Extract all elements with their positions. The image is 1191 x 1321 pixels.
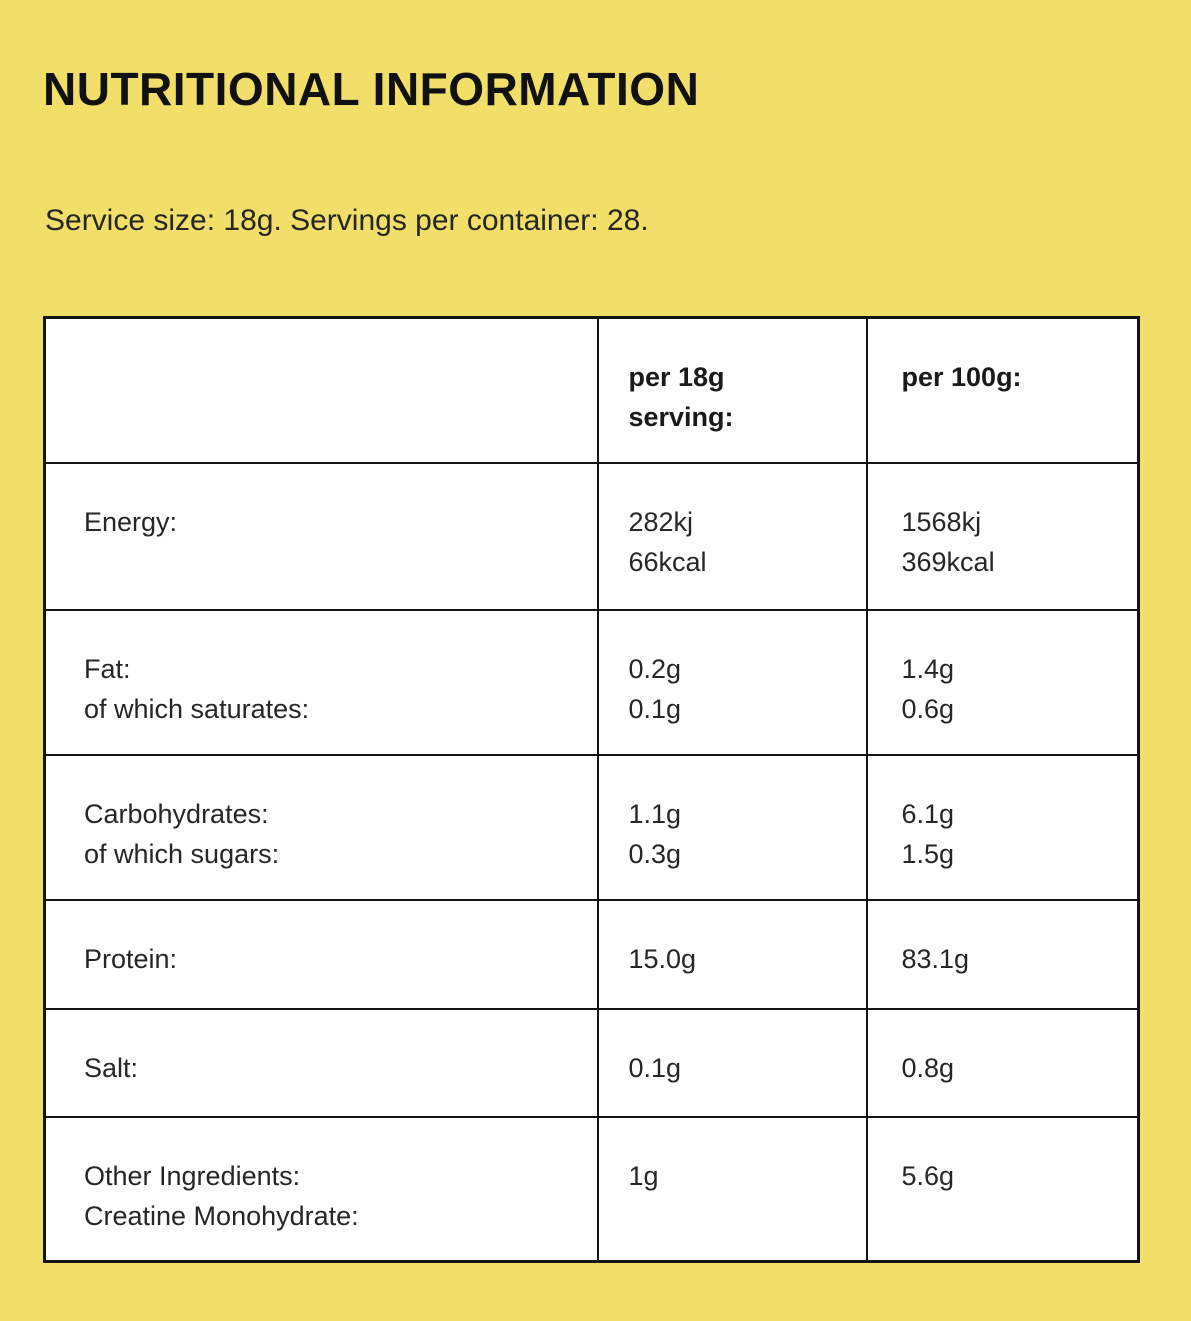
table-row-salt: Salt: 0.1g 0.8g (43, 1007, 1140, 1118)
protein-per-100g: 83.1g (901, 943, 970, 974)
protein-per-serving-cell: 15.0g (596, 898, 868, 1010)
table-row-fat: Fat: of which saturates: 0.2g 0.1g 1.4g … (43, 608, 1140, 756)
fat-saturates-per-serving: 0.1g (628, 693, 682, 724)
energy-per-serving-kj: 282kj (628, 506, 694, 537)
serving-info: Service size: 18g. Servings per containe… (45, 204, 649, 237)
fat-label: Fat: (84, 653, 131, 684)
protein-label-cell: Protein: (43, 898, 599, 1010)
energy-label: Energy: (84, 506, 178, 537)
header-per-serving-line1: per 18g (628, 362, 725, 392)
protein-per-serving: 15.0g (628, 943, 697, 974)
energy-label-cell: Energy: (43, 461, 599, 611)
salt-per-100g-cell: 0.8g (865, 1007, 1140, 1118)
energy-per-serving-cell: 282kj 66kcal (596, 461, 868, 611)
table-row-energy: Energy: 282kj 66kcal 1568kj 369kcal (43, 461, 1140, 611)
carbs-label: Carbohydrates: (84, 798, 269, 829)
energy-per-serving-kcal: 66kcal (628, 546, 707, 577)
table-row-other-ingredients: Other Ingredients: Creatine Monohydrate:… (43, 1115, 1140, 1263)
salt-per-serving: 0.1g (628, 1052, 682, 1083)
carbs-sugars-per-100g: 1.5g (901, 838, 955, 869)
salt-label-cell: Salt: (43, 1007, 599, 1118)
energy-per-100g-kcal: 369kcal (901, 546, 995, 577)
table-row-protein: Protein: 15.0g 83.1g (43, 898, 1140, 1010)
creatine-monohydrate-label: Creatine Monohydrate: (84, 1200, 359, 1231)
header-cell-per-100g: per 100g: (865, 316, 1140, 464)
other-ingredients-label-cell: Other Ingredients: Creatine Monohydrate: (43, 1115, 599, 1263)
header-per-serving-line2: serving: (628, 402, 734, 432)
header-per-100g-line1: per 100g: (901, 362, 1022, 392)
carbs-per-serving: 1.1g (628, 798, 682, 829)
fat-saturates-per-100g: 0.6g (901, 693, 955, 724)
salt-per-100g: 0.8g (901, 1052, 955, 1083)
other-ingredients-per-100g: 5.6g (901, 1160, 955, 1191)
table-row-carbohydrates: Carbohydrates: of which sugars: 1.1g 0.3… (43, 753, 1140, 901)
fat-saturates-label: of which saturates: (84, 693, 310, 724)
carbs-sugars-label: of which sugars: (84, 838, 280, 869)
carbs-per-serving-cell: 1.1g 0.3g (596, 753, 868, 901)
salt-label: Salt: (84, 1052, 139, 1083)
fat-per-serving: 0.2g (628, 653, 682, 684)
other-ingredients-label: Other Ingredients: (84, 1160, 301, 1191)
energy-per-100g-kj: 1568kj (901, 506, 982, 537)
carbs-per-100g-cell: 6.1g 1.5g (865, 753, 1140, 901)
carbs-per-100g: 6.1g (901, 798, 955, 829)
header-cell-empty (43, 316, 599, 464)
other-ingredients-per-serving: 1g (628, 1160, 659, 1191)
fat-per-100g: 1.4g (901, 653, 955, 684)
table-header-row: per 18g serving: per 100g: (43, 316, 1140, 464)
nutrition-panel: NUTRITIONAL INFORMATION Service size: 18… (43, 63, 1140, 1263)
header-cell-per-serving: per 18g serving: (596, 316, 868, 464)
carbs-label-cell: Carbohydrates: of which sugars: (43, 753, 599, 901)
protein-label: Protein: (84, 943, 178, 974)
protein-per-100g-cell: 83.1g (865, 898, 1140, 1010)
other-ingredients-per-serving-cell: 1g (596, 1115, 868, 1263)
page-title: NUTRITIONAL INFORMATION (43, 63, 700, 115)
fat-per-serving-cell: 0.2g 0.1g (596, 608, 868, 756)
salt-per-serving-cell: 0.1g (596, 1007, 868, 1118)
carbs-sugars-per-serving: 0.3g (628, 838, 682, 869)
fat-label-cell: Fat: of which saturates: (43, 608, 599, 756)
fat-per-100g-cell: 1.4g 0.6g (865, 608, 1140, 756)
energy-per-100g-cell: 1568kj 369kcal (865, 461, 1140, 611)
other-ingredients-per-100g-cell: 5.6g (865, 1115, 1140, 1263)
nutrition-table: per 18g serving: per 100g: Energy: 282kj… (43, 316, 1140, 1263)
